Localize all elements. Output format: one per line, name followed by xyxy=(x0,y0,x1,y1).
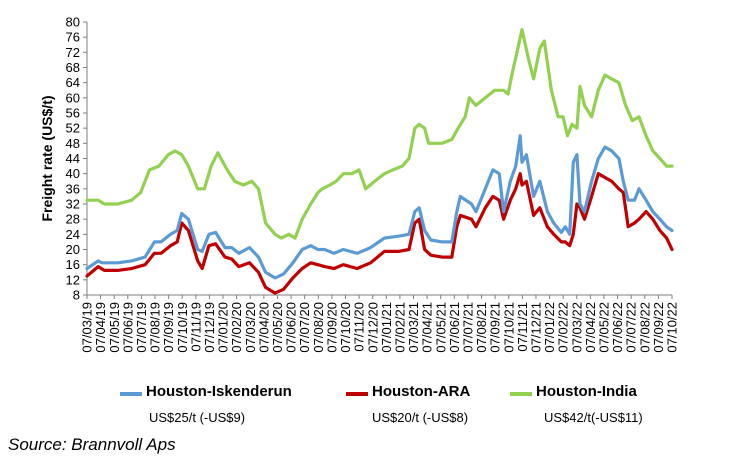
y-tick-label: 64 xyxy=(66,75,80,90)
x-axis-ticks: 07/03/1907/04/1907/05/1907/06/1907/07/19… xyxy=(80,295,680,353)
series-line-iskenderun xyxy=(85,134,674,280)
x-tick-label: 07/11/21 xyxy=(515,302,530,352)
series-lines xyxy=(85,28,674,295)
legend-swatch-ara xyxy=(346,392,368,396)
x-tick-label: 07/03/21 xyxy=(406,302,421,353)
x-tick-label: 07/10/20 xyxy=(338,302,353,353)
legend: Houston-Iskenderun US$25/t (-US$9) Houst… xyxy=(0,383,730,433)
x-tick-label: 07/07/22 xyxy=(624,302,639,353)
x-tick-label: 07/05/22 xyxy=(597,302,612,353)
x-tick-label: 07/05/20 xyxy=(270,302,285,353)
x-tick-label: 07/05/21 xyxy=(433,302,448,353)
y-tick-label: 76 xyxy=(66,30,80,45)
x-tick-label: 07/08/21 xyxy=(474,302,489,353)
y-tick-label: 72 xyxy=(66,45,80,60)
y-axis-label: Freight rate (US$/t) xyxy=(39,95,55,221)
legend-label-ara: Houston-ARA xyxy=(372,383,471,400)
x-tick-label: 07/04/19 xyxy=(93,302,108,353)
y-axis-label-group: Freight rate (US$/t) xyxy=(39,95,55,221)
y-tick-label: 68 xyxy=(66,60,80,75)
x-tick-label: 07/12/21 xyxy=(529,302,544,353)
y-tick-label: 16 xyxy=(66,257,80,272)
y-tick-label: 52 xyxy=(66,121,80,136)
y-tick-label: 24 xyxy=(66,227,80,242)
x-tick-label: 07/05/19 xyxy=(107,302,122,353)
x-tick-label: 07/09/21 xyxy=(488,302,503,353)
x-tick-label: 07/10/21 xyxy=(501,302,516,353)
series-line-india xyxy=(85,28,674,240)
y-tick-label: 36 xyxy=(66,181,80,196)
y-tick-label: 28 xyxy=(66,212,80,227)
x-tick-label: 07/11/20 xyxy=(352,302,367,352)
x-tick-label: 07/12/19 xyxy=(202,302,217,353)
y-tick-label: 40 xyxy=(66,166,80,181)
legend-label-india: Houston-India xyxy=(536,383,637,400)
x-tick-label: 07/03/22 xyxy=(569,302,584,353)
x-tick-label: 07/06/20 xyxy=(284,302,299,353)
y-tick-label: 48 xyxy=(66,136,80,151)
y-tick-label: 56 xyxy=(66,106,80,121)
x-tick-label: 07/06/21 xyxy=(447,302,462,353)
legend-note-iskenderun: US$25/t (-US$9) xyxy=(149,410,246,425)
x-tick-label: 07/01/22 xyxy=(542,302,557,353)
legend-swatch-iskenderun xyxy=(120,392,142,396)
x-tick-label: 07/02/21 xyxy=(392,302,407,353)
x-tick-label: 07/08/20 xyxy=(311,302,326,353)
x-tick-label: 07/06/22 xyxy=(610,302,625,353)
x-tick-label: 07/09/19 xyxy=(161,302,176,353)
y-tick-label: 20 xyxy=(66,242,80,257)
x-tick-label: 07/09/20 xyxy=(324,302,339,353)
x-tick-label: 07/10/22 xyxy=(665,302,680,353)
x-tick-label: 07/10/19 xyxy=(175,302,190,353)
x-tick-label: 07/02/22 xyxy=(556,302,571,353)
x-tick-label: 07/12/20 xyxy=(365,302,380,353)
x-tick-label: 07/03/19 xyxy=(80,302,95,353)
legend-note-ara: US$20/t (-US$8) xyxy=(372,410,469,425)
x-tick-label: 07/07/20 xyxy=(297,302,312,353)
x-tick-label: 07/04/20 xyxy=(256,302,271,353)
x-tick-label: 07/07/19 xyxy=(134,302,149,353)
y-tick-label: 12 xyxy=(66,272,80,287)
x-tick-label: 07/06/19 xyxy=(120,302,135,353)
x-tick-label: 07/03/20 xyxy=(243,302,258,353)
y-tick-label: 60 xyxy=(66,90,80,105)
source-note: Source: Brannvoll Aps xyxy=(8,435,176,454)
x-tick-label: 07/08/22 xyxy=(637,302,652,353)
x-tick-label: 07/04/21 xyxy=(420,302,435,353)
x-tick-label: 07/07/21 xyxy=(460,302,475,353)
axes xyxy=(86,22,672,296)
x-tick-label: 07/08/19 xyxy=(148,302,163,353)
y-tick-label: 32 xyxy=(66,197,80,212)
x-tick-label: 07/01/20 xyxy=(216,302,231,353)
chart-canvas: Freight rate (US$/t) 8121620242832364044… xyxy=(39,15,680,353)
x-tick-label: 07/04/22 xyxy=(583,302,598,353)
legend-note-india: US$42/t(-US$11) xyxy=(544,410,643,425)
legend-label-iskenderun: Houston-Iskenderun xyxy=(146,383,292,400)
x-tick-label: 07/11/19 xyxy=(188,302,203,352)
x-tick-label: 07/09/22 xyxy=(651,302,666,353)
x-tick-label: 07/02/20 xyxy=(229,302,244,353)
y-tick-label: 80 xyxy=(66,15,80,30)
y-tick-label: 8 xyxy=(73,288,80,303)
legend-swatch-india xyxy=(510,392,532,396)
y-tick-label: 44 xyxy=(66,151,80,166)
series-line-ara xyxy=(85,172,674,295)
x-tick-label: 07/01/21 xyxy=(379,302,394,353)
